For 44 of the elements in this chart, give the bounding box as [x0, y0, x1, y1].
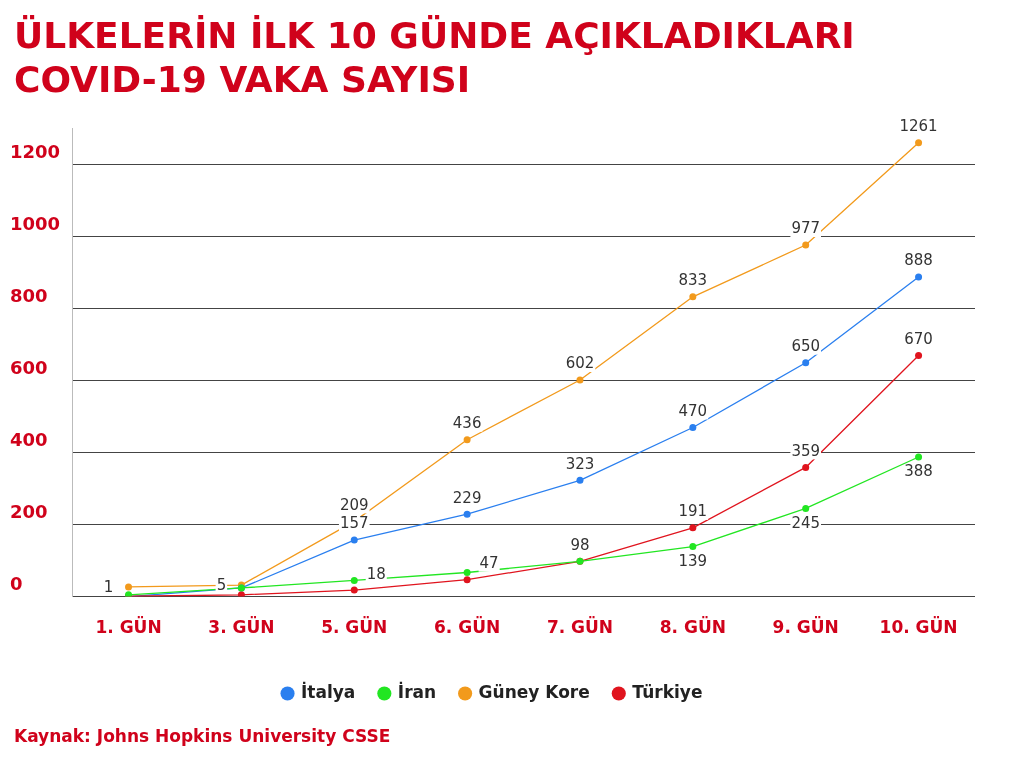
data-label: 602	[565, 354, 595, 373]
data-label: 470	[678, 401, 708, 420]
x-tick-label: 6. GÜN	[434, 616, 501, 638]
y-tick-label: 400	[10, 429, 48, 451]
y-tick-label: 800	[10, 285, 48, 307]
x-tick-label: 7. GÜN	[546, 616, 614, 638]
data-label: 670	[904, 329, 933, 348]
data-label: 191	[678, 502, 708, 521]
data-label: 157	[339, 514, 369, 533]
y-tick-label: 0	[10, 573, 23, 595]
x-tick-label: 1. GÜN	[95, 616, 162, 638]
x-tick-label: 3. GÜN	[208, 616, 275, 638]
data-label: 209	[339, 495, 369, 514]
data-label: 977	[791, 219, 821, 238]
y-tick-label: 1000	[10, 213, 61, 235]
data-label: 388	[904, 462, 933, 481]
x-tick-label: 5. GÜN	[321, 616, 388, 638]
data-label: 833	[678, 271, 708, 290]
x-tick-label: 8. GÜN	[659, 616, 726, 638]
y-tick-label: 200	[10, 501, 48, 523]
data-label: 1	[103, 577, 114, 596]
data-label: 245	[791, 513, 821, 532]
chart-title: ÜLKELERİN İLK 10 GÜNDE AÇIKLADIKLARI COVID-19 VAKA SAYISI	[14, 14, 856, 102]
data-label: 323	[565, 454, 595, 473]
legend-label: İtalya	[301, 680, 356, 702]
data-label: 436	[452, 414, 482, 433]
data-label: 98	[570, 535, 590, 554]
data-label: 47	[479, 554, 499, 573]
x-tick-label: 9. GÜN	[772, 616, 839, 638]
legend-label: Güney Kore	[478, 681, 590, 702]
y-tick-label: 1200	[10, 141, 61, 163]
data-label: 650	[791, 337, 821, 356]
y-tick-label: 600	[10, 357, 48, 379]
data-label: 18	[366, 564, 386, 583]
data-label: 139	[678, 551, 708, 570]
data-label: 229	[452, 488, 482, 507]
data-label: 5	[216, 576, 227, 595]
data-label: 359	[791, 441, 821, 460]
data-label: 888	[904, 251, 933, 270]
x-tick-label: 10. GÜN	[879, 616, 958, 638]
legend-label: Türkiye	[632, 681, 703, 702]
text: Kaynak: Johns Hopkins University CSSE	[14, 726, 391, 746]
legend-label: İran	[397, 680, 437, 702]
data-label: 1261	[899, 117, 938, 136]
